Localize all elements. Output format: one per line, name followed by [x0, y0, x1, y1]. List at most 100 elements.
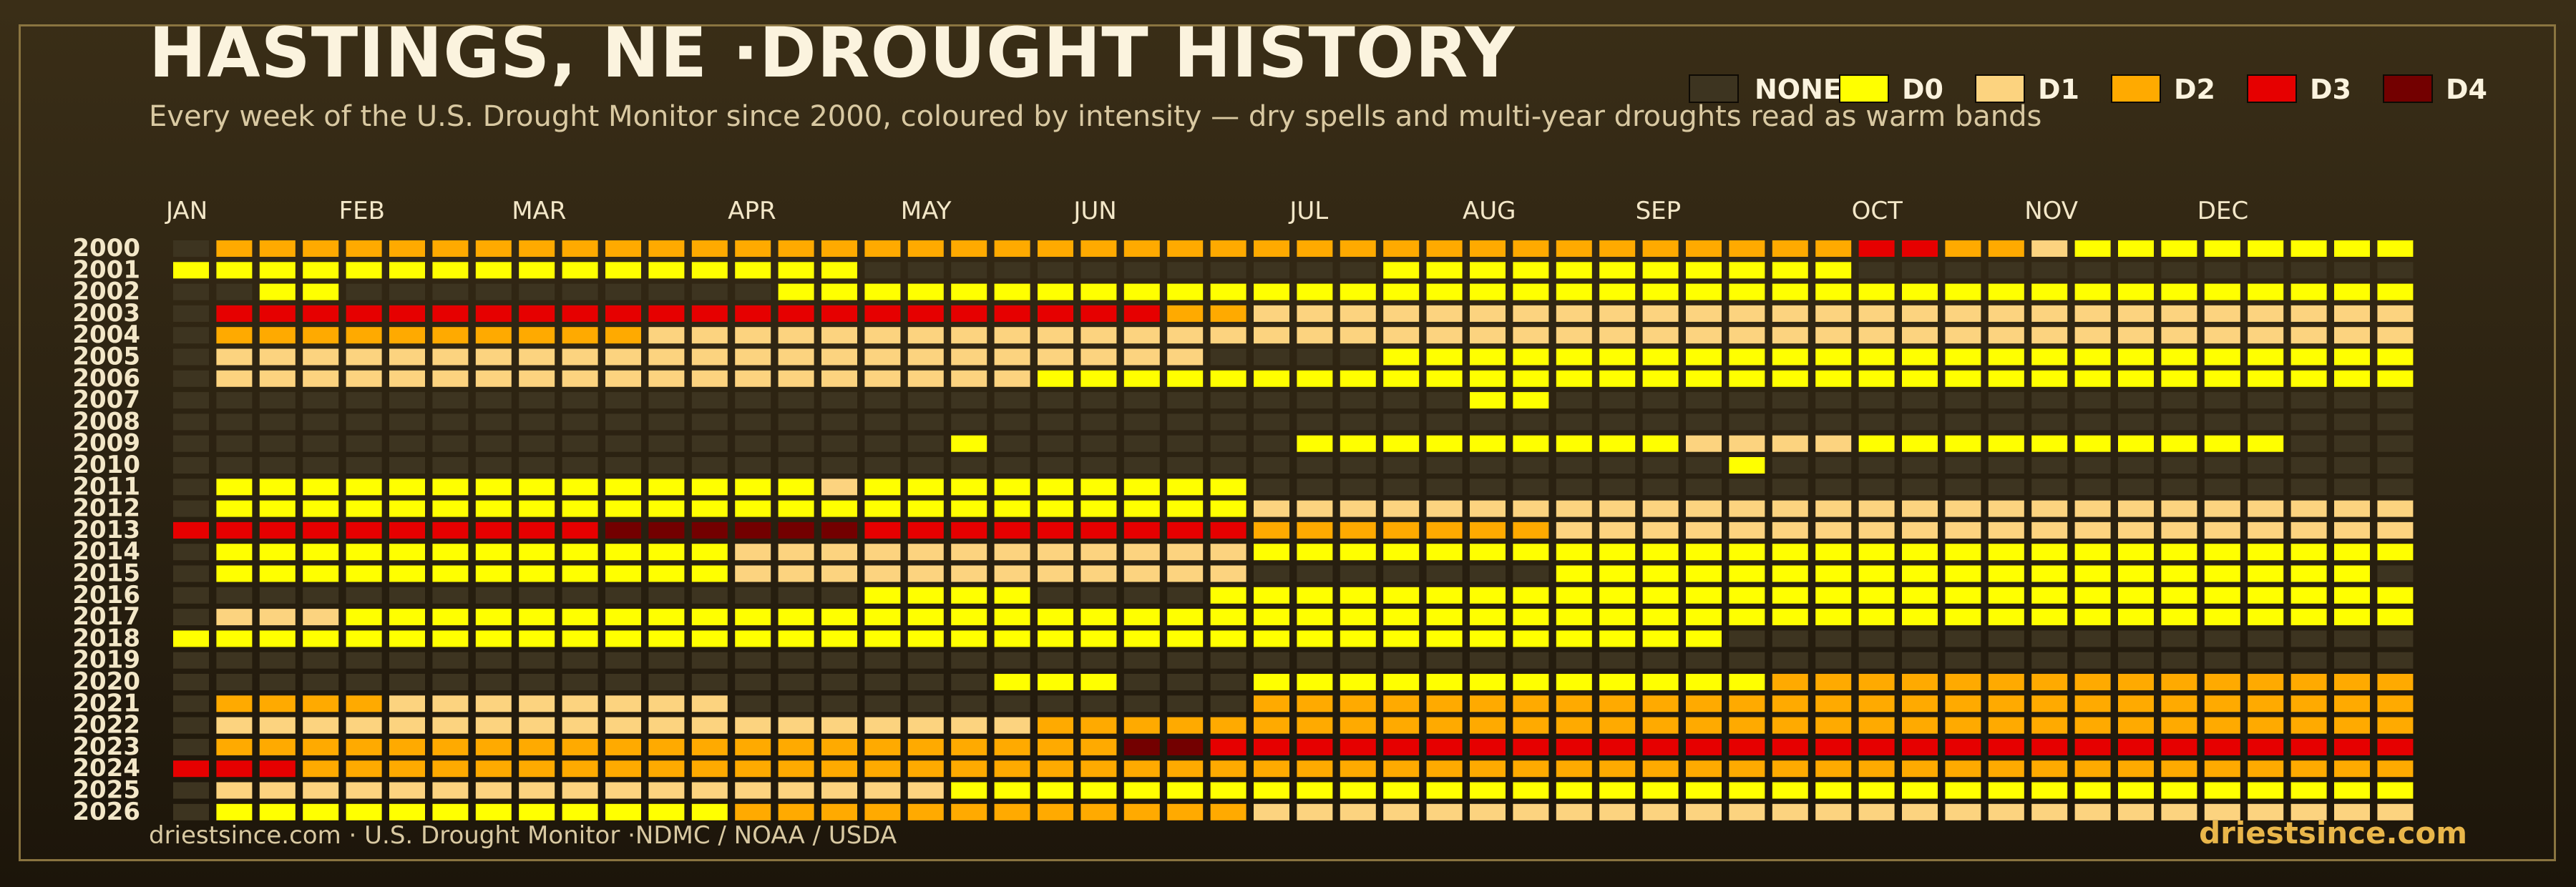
heatmap-cell: [1080, 435, 1117, 452]
heatmap-cell: [1513, 500, 1549, 517]
heatmap-cell: [1642, 587, 1679, 604]
heatmap-cell: [994, 262, 1030, 279]
heatmap-cell: [821, 738, 857, 755]
heatmap-cell: [1902, 587, 1938, 604]
heatmap-cell: [1513, 413, 1549, 431]
heatmap-cell: [1383, 348, 1420, 366]
heatmap-cell: [907, 305, 944, 322]
heatmap-cell: [1902, 413, 1938, 431]
heatmap-cell: [1038, 587, 1073, 604]
heatmap-cell: [735, 609, 771, 626]
heatmap-cell: [303, 544, 339, 561]
heatmap-cell: [1642, 392, 1679, 409]
heatmap-cell: [259, 240, 296, 257]
heatmap-cell: [735, 500, 771, 517]
heatmap-cell: [1945, 413, 1981, 431]
heatmap-cell: [2118, 327, 2154, 344]
heatmap-cell: [951, 674, 987, 690]
heatmap-cell: [1513, 674, 1549, 690]
heatmap-cell: [1513, 760, 1549, 778]
heatmap-cell: [1513, 803, 1549, 820]
footer-brand-link[interactable]: driestsince.com: [2199, 815, 2467, 851]
heatmap-cell: [1210, 283, 1246, 300]
heatmap-cell: [389, 435, 425, 452]
heatmap-cell: [1686, 500, 1722, 517]
heatmap-cell: [2161, 435, 2197, 452]
heatmap-cell: [1988, 630, 2024, 647]
month-tick-label: MAY: [901, 197, 952, 225]
heatmap-cell: [216, 609, 253, 626]
heatmap-cell: [1642, 652, 1679, 669]
month-tick-label: SEP: [1636, 197, 1682, 225]
heatmap-cell: [1945, 652, 1981, 669]
heatmap-cell: [2377, 652, 2414, 669]
heatmap-cell: [1297, 717, 1333, 734]
heatmap-cell: [994, 738, 1030, 755]
heatmap-cell: [2074, 457, 2111, 474]
heatmap-cell: [1254, 283, 1289, 300]
heatmap-cell: [864, 327, 901, 344]
heatmap-cell: [1038, 782, 1073, 799]
heatmap-cell: [864, 283, 901, 300]
heatmap-cell: [2377, 392, 2414, 409]
heatmap-cell: [432, 544, 469, 561]
heatmap-cell: [1383, 327, 1420, 344]
heatmap-cell: [475, 695, 512, 712]
heatmap-cell: [216, 717, 253, 734]
heatmap-cell: [864, 500, 901, 517]
heatmap-cell: [432, 717, 469, 734]
heatmap-cell: [2290, 283, 2327, 300]
heatmap-cell: [389, 327, 425, 344]
heatmap-cell: [2031, 587, 2068, 604]
heatmap-cell: [907, 738, 944, 755]
heatmap-cell: [475, 262, 512, 279]
heatmap-cell: [735, 782, 771, 799]
heatmap-cell: [1945, 240, 1981, 257]
heatmap-cell: [303, 652, 339, 669]
heatmap-cell: [2248, 392, 2284, 409]
heatmap-cell: [691, 521, 728, 539]
heatmap-cell: [1470, 782, 1506, 799]
heatmap-cell: [519, 587, 555, 604]
heatmap-cell: [907, 782, 944, 799]
heatmap-cell: [994, 240, 1030, 257]
legend-swatch-d4: [2383, 74, 2433, 103]
heatmap-cell: [2248, 674, 2284, 690]
heatmap-cell: [1297, 370, 1333, 387]
heatmap-cell: [1686, 305, 1722, 322]
heatmap-cell: [1210, 630, 1246, 647]
heatmap-cell: [1902, 565, 1938, 582]
heatmap-cell: [2290, 435, 2327, 452]
heatmap-cell: [1383, 717, 1420, 734]
heatmap-cell: [562, 565, 598, 582]
heatmap-cell: [1858, 392, 1895, 409]
heatmap-cell: [1210, 803, 1246, 820]
heatmap-cell: [1815, 413, 1852, 431]
heatmap-cell: [735, 803, 771, 820]
heatmap-cell: [2377, 674, 2414, 690]
heatmap-cell: [2334, 283, 2370, 300]
heatmap-cell: [2031, 240, 2068, 257]
heatmap-cell: [346, 327, 382, 344]
heatmap-cell: [389, 565, 425, 582]
heatmap-cell: [605, 717, 641, 734]
heatmap-cell: [1513, 305, 1549, 322]
heatmap-cell: [1858, 652, 1895, 669]
heatmap-cell: [1470, 392, 1506, 409]
heatmap-cell: [2204, 803, 2240, 820]
heatmap-cell: [1858, 305, 1895, 322]
heatmap-cell: [1815, 803, 1852, 820]
heatmap-cell: [562, 609, 598, 626]
heatmap-cell: [691, 565, 728, 582]
heatmap-cell: [1729, 695, 1765, 712]
heatmap-cell: [735, 587, 771, 604]
heatmap-cell: [2204, 348, 2240, 366]
heatmap-cell: [303, 630, 339, 647]
heatmap-cell: [1599, 521, 1636, 539]
heatmap-cell: [1772, 500, 1808, 517]
heatmap-cell: [1815, 435, 1852, 452]
heatmap-cell: [605, 738, 641, 755]
heatmap-cell: [691, 262, 728, 279]
heatmap-cell: [1599, 457, 1636, 474]
heatmap-cell: [2118, 457, 2154, 474]
